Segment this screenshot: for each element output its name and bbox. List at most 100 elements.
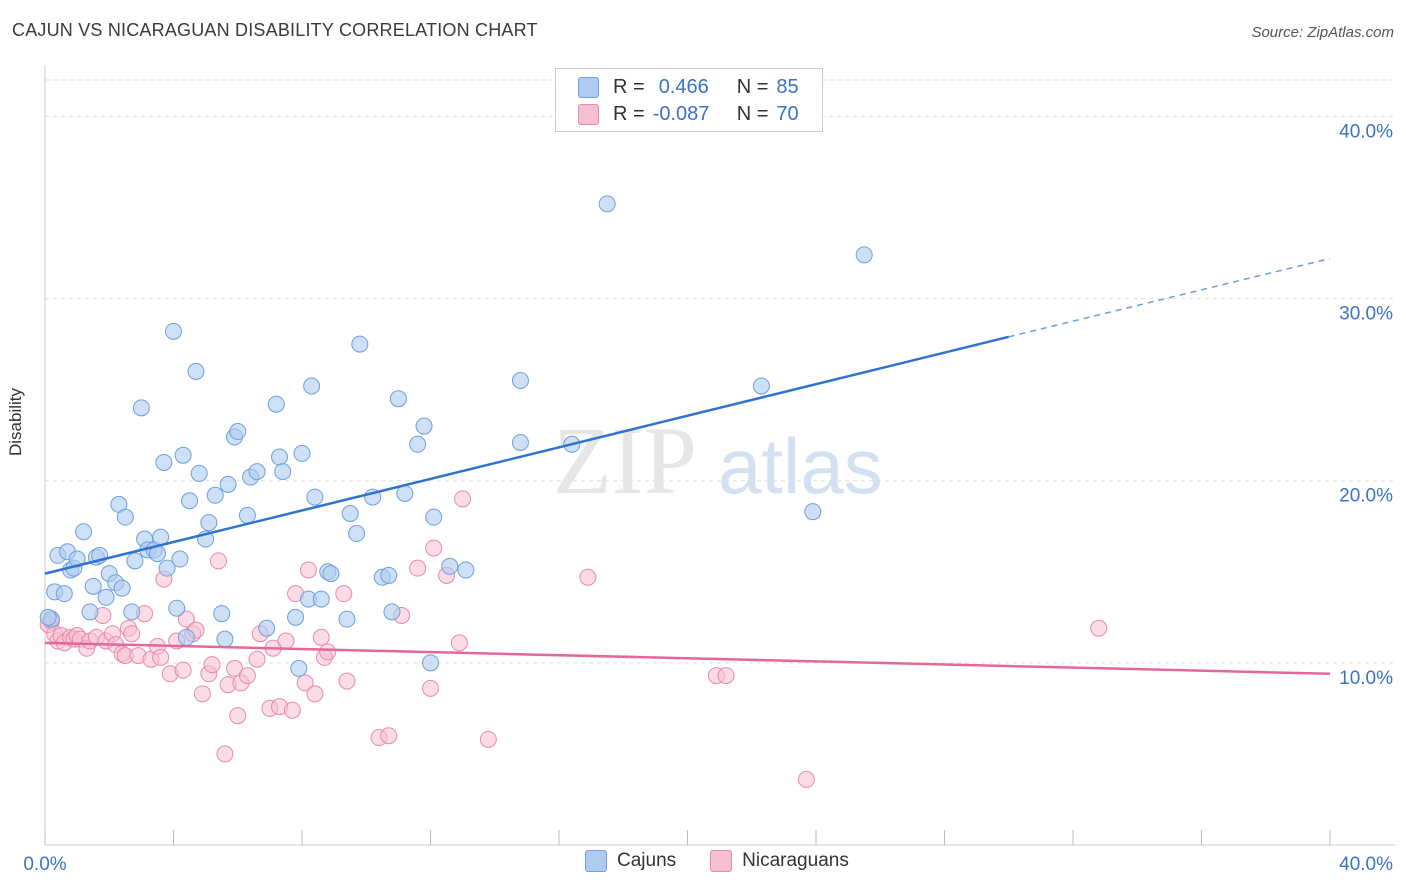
cajun-point [293,444,311,462]
nicaraguan-point [216,745,234,763]
cajun-point [409,435,427,453]
n-value: 85 [776,75,799,98]
svg-text:atlas: atlas [718,422,883,510]
nicaraguan-point [380,727,398,745]
cajun-point [457,561,475,579]
nicaraguans-legend-swatch [710,850,733,872]
nicaraguan-point [152,648,170,666]
cajun-point [804,503,822,521]
cajun-point [348,525,366,543]
cajun-point [415,417,433,435]
cajun-point [306,488,324,506]
cajun-point [287,608,305,626]
y-axis-label: Disability [6,387,25,456]
cajun-point [213,605,231,623]
cajun-point [84,577,102,595]
cajun-point [174,446,192,464]
nicaraguan-point [177,610,195,628]
cajun-point [219,475,237,493]
cajun-point [303,377,321,395]
cajun-point [116,508,134,526]
nicaraguan-point [193,685,211,703]
nicaraguan-point [1090,619,1108,637]
cajun-point [181,492,199,510]
cajuns-legend-swatch [585,850,607,872]
cajun-point [68,550,86,568]
series-legend: Cajuns Nicaraguans [585,850,849,872]
cajun-point [271,448,289,466]
grid-lines [45,79,1395,664]
nicaraguan-point [425,539,443,557]
cajun-point [126,552,144,570]
nicaraguan-point [123,625,141,643]
nicaraguan-point [335,585,353,603]
cajun-point [81,603,99,621]
cajun-point [511,433,529,451]
cajun-point [39,608,57,626]
cajun-point [290,659,308,677]
cajun-point [97,588,115,606]
cajun-point [206,486,224,504]
cajun-point [383,603,401,621]
nicaraguan-point [579,568,597,586]
nicaraguan-point [296,674,314,692]
nicaraguans-trend-line [44,641,1331,676]
nicaraguan-point [450,634,468,652]
cajun-point [274,463,292,481]
x-tick-label: 0.0% [23,854,66,875]
nicaraguan-point [283,701,301,719]
y-tick-label: 20.0% [1339,486,1393,507]
cajun-point [389,390,407,408]
nicaraguan-point [238,667,256,685]
cajun-point [165,322,182,340]
cajun-point [238,506,256,524]
cajun-point [123,603,141,621]
x-tick-label: 40.0% [1339,854,1393,875]
cajun-point [190,464,208,482]
legend-row-cajuns: R = 0.466 N = 85 [578,73,799,101]
cajun-point [75,523,93,541]
cajun-point [322,565,340,583]
cajun-point [200,514,218,532]
cajun-point [216,630,234,648]
legend-row-nicaraguans: R = -0.087 N = 70 [578,100,799,128]
cajun-point [229,423,247,441]
source-label: Source: ZipAtlas.com [1251,24,1394,41]
cajun-point [258,619,276,637]
nicaraguan-point [174,661,192,679]
nicaraguan-point [306,685,324,703]
trend-lines [44,257,1331,676]
cajun-point [341,505,359,522]
nicaraguan-point [209,552,227,570]
nicaraguan-point [229,707,247,725]
nicaraguan-point [479,730,497,748]
cajuns-points [39,195,873,677]
nicaraguan-point [299,561,317,579]
y-tick-label: 10.0% [1339,668,1393,689]
nicaraguan-point [338,672,356,690]
chart-title: CAJUN VS NICARAGUAN DISABILITY CORRELATI… [12,20,538,40]
nicaraguan-point [203,656,221,674]
cajun-point [338,610,356,628]
r-value: 0.466 [658,75,709,98]
axes [44,65,1395,846]
n-label: N = [736,75,769,98]
cajun-point [155,454,173,471]
r-label: R = [613,75,645,98]
cajun-point [187,362,205,380]
nicaraguan-point [248,650,266,668]
n-value: 70 [776,102,799,125]
cajun-point [312,590,330,608]
cajun-point [158,559,176,577]
cajun-point [351,335,369,353]
cajun-point [422,654,439,672]
nicaraguan-point [312,628,330,646]
n-label: N = [736,102,769,125]
cajun-point [267,395,285,413]
cajun-point [425,508,443,526]
nicaraguan-point [409,559,427,577]
nicaraguan-point [422,679,439,697]
cajun-point [132,399,150,417]
cajun-point [248,463,266,481]
